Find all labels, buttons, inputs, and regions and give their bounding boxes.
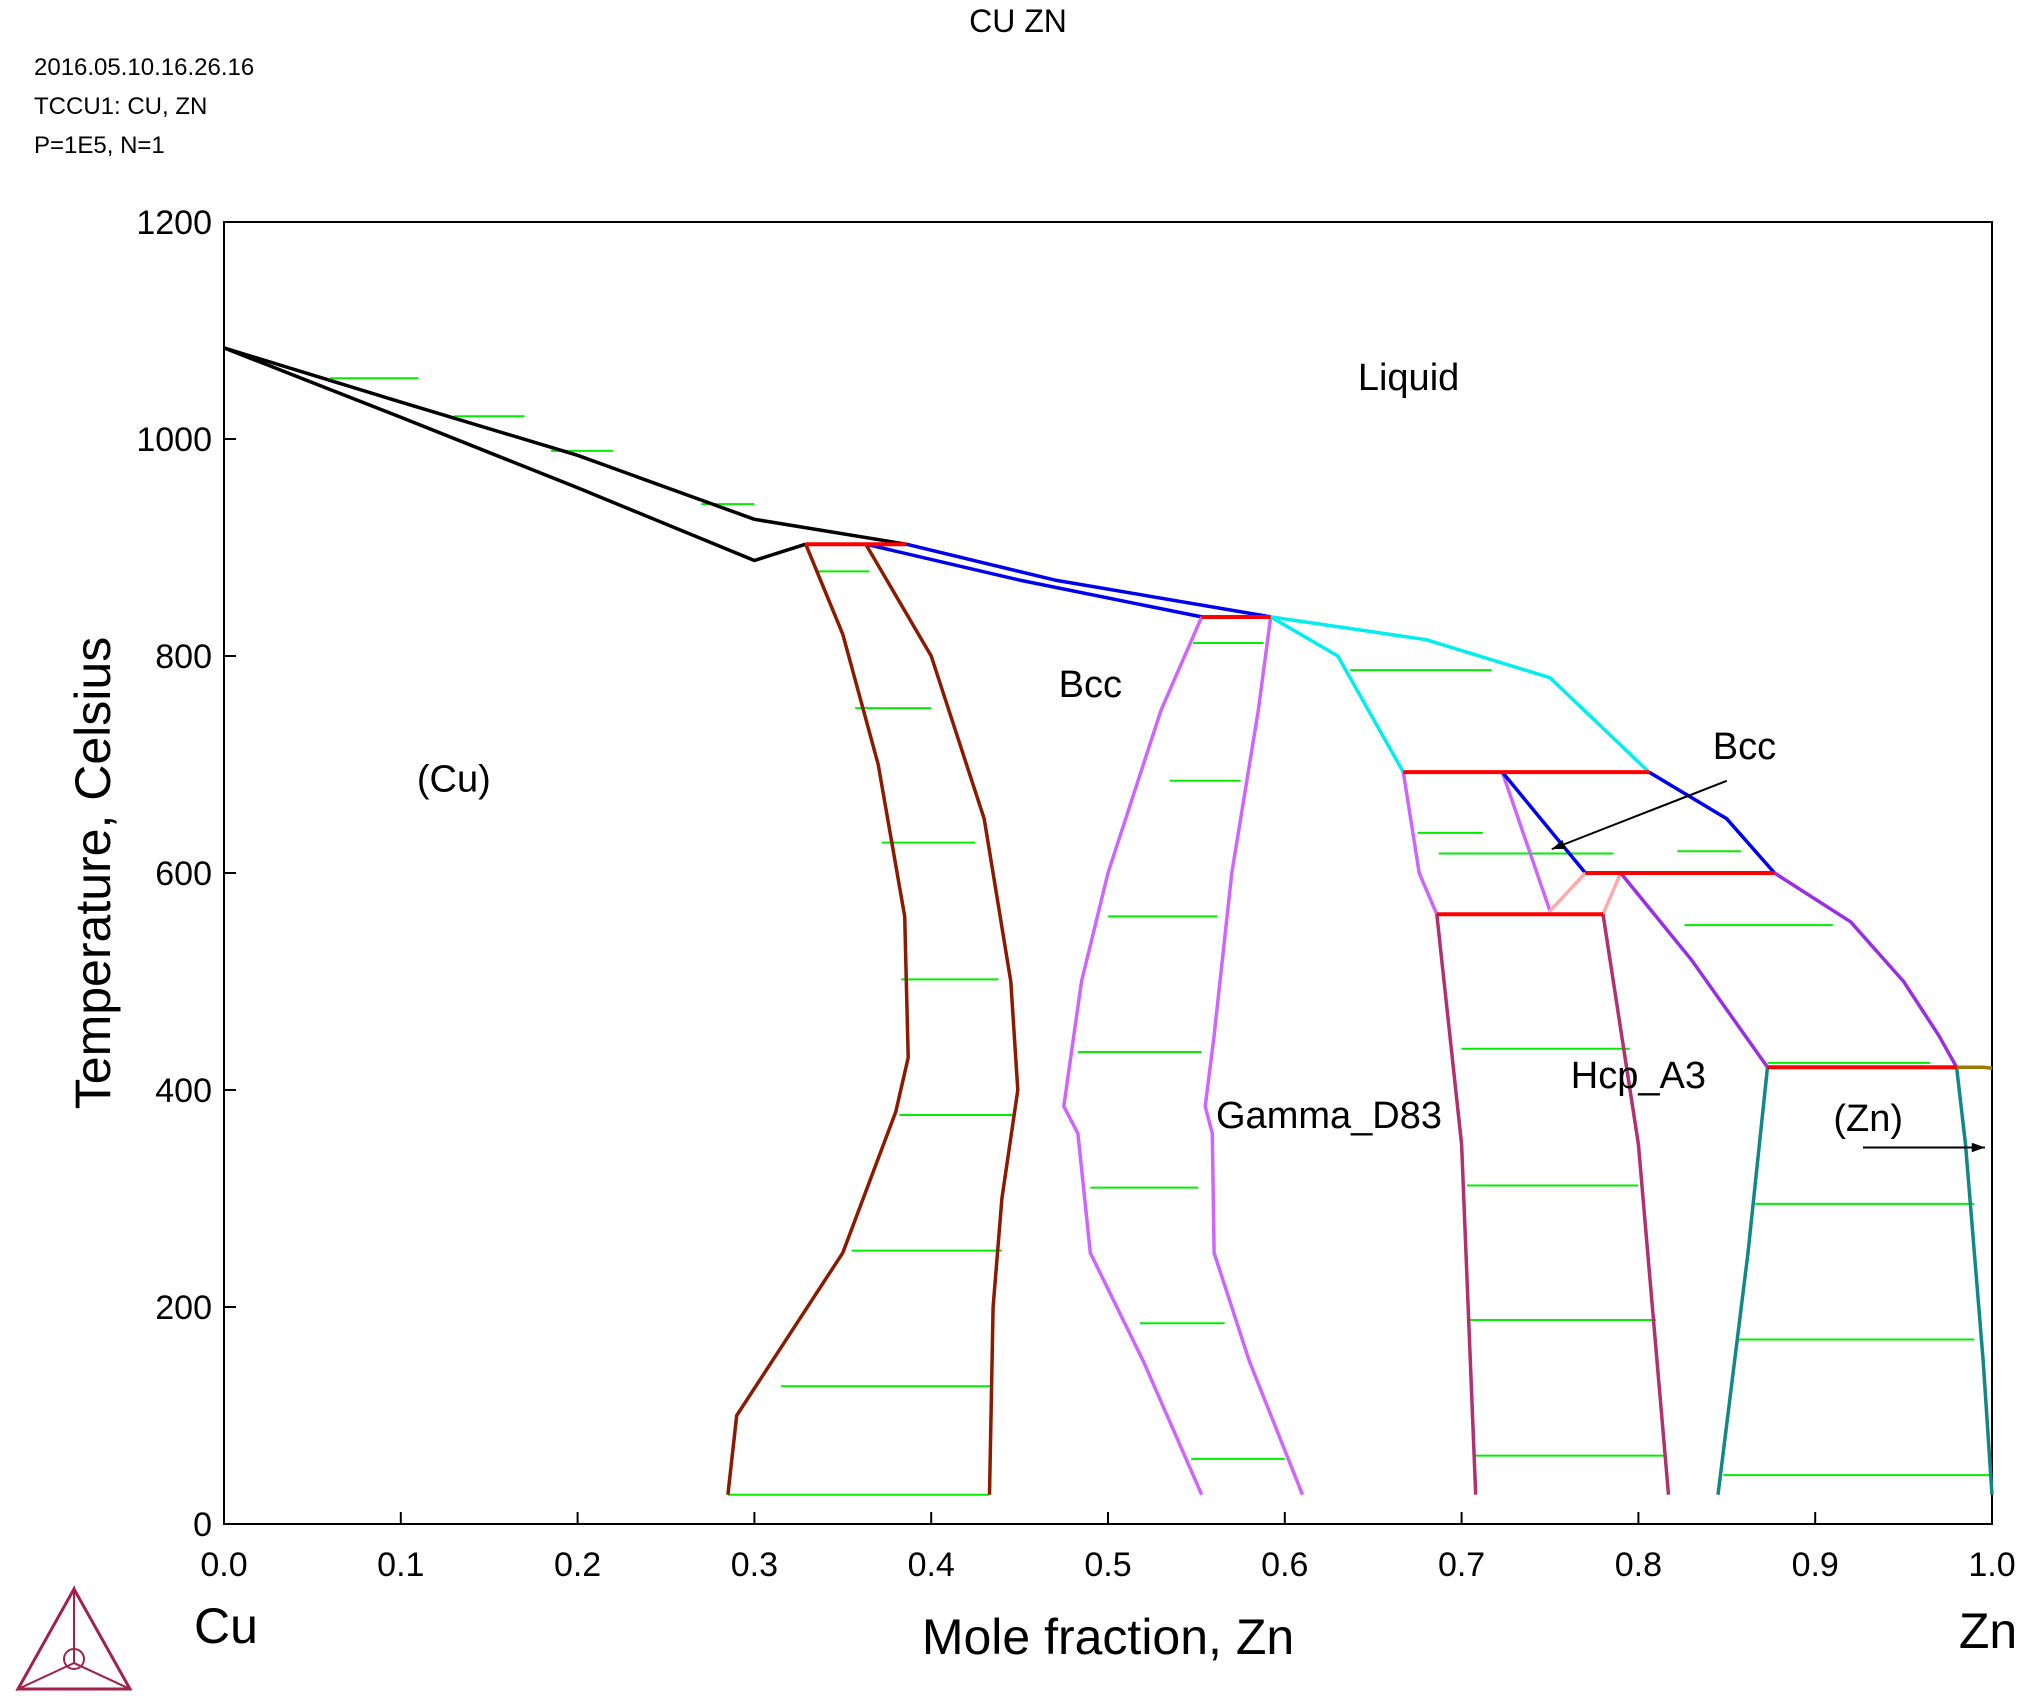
database-info: TCCU1: CU, ZN <box>34 93 207 120</box>
y-tick-label: 600 <box>155 855 212 893</box>
boundary-bcc-liquidus <box>905 542 1271 619</box>
chart-title: CU ZN <box>969 3 1067 39</box>
phase-label: Bcc <box>1059 664 1122 706</box>
x-tick-label: 0.9 <box>1792 1546 1839 1584</box>
boundary-eps-left <box>1435 914 1478 1495</box>
x-tick-label: 0.8 <box>1615 1546 1662 1584</box>
y-tick-label: 0 <box>193 1506 212 1544</box>
x-tick-label: 0.7 <box>1438 1546 1485 1584</box>
phase-label: Gamma_D83 <box>1216 1095 1442 1137</box>
boundary-bcc-gamma-left <box>1062 616 1204 1496</box>
boundary-delta-bcc-right <box>1500 770 1587 875</box>
boundary-zn-solvus <box>1716 1067 1770 1495</box>
x-tick-label: 0.1 <box>377 1546 424 1584</box>
conditions-info: P=1E5, N=1 <box>34 132 165 159</box>
y-tick-label: 1200 <box>136 204 212 242</box>
y-axis-ticks: 0 200 400 600 800 1000 1200 <box>136 204 236 1544</box>
annotation-arrows <box>1551 779 1985 1153</box>
boundary-solidus-cu <box>223 346 807 563</box>
boundary-delta-pink-left <box>1548 871 1587 913</box>
boundary-liquidus-zn-side-2 <box>1270 615 1651 774</box>
boundary-liquidus-zn-side <box>1269 615 1405 773</box>
boundary-eps-right <box>1601 913 1671 1495</box>
boundary-cu-solvus-bcc <box>864 543 1020 1495</box>
phase-boundaries <box>223 346 1994 1496</box>
arrow-line <box>1551 779 1728 851</box>
phase-labels: Liquid Bcc (Cu) Bcc Gamma_D83 Hcp_A3 (Zn) <box>417 357 1903 1140</box>
x-tick-label: 0.0 <box>200 1546 247 1584</box>
x-tick-label: 0.3 <box>731 1546 778 1584</box>
phase-label: Hcp_A3 <box>1571 1055 1706 1097</box>
boundary-hcp-liquidus <box>1773 871 1959 1069</box>
boundary-zn-solvus-right <box>1954 1066 1994 1495</box>
boundary-cu-solvus-fcc <box>726 543 910 1495</box>
x-left-end-label: Cu <box>194 1598 258 1654</box>
boundary-delta-pink-right <box>1601 872 1623 915</box>
boundary-delta-upper <box>1648 770 1776 875</box>
timestamp: 2016.05.10.16.26.16 <box>34 54 254 81</box>
x-right-end-label: Zn <box>1959 1603 2017 1659</box>
arrow-head-icon <box>1551 839 1566 850</box>
boundary-delta-bcc-inner <box>1500 771 1552 912</box>
y-tick-label: 1000 <box>136 421 212 459</box>
x-axis-label: Mole fraction, Zn <box>922 1609 1294 1665</box>
tie-lines <box>330 377 1991 1496</box>
x-tick-label: 0.6 <box>1261 1546 1308 1584</box>
boundary-bcc-solidus <box>865 542 1203 619</box>
x-tick-label: 0.4 <box>908 1546 955 1584</box>
invariant-lines <box>805 542 1957 1070</box>
x-tick-label: 0.5 <box>1084 1546 1131 1584</box>
phase-label: Liquid <box>1358 357 1459 399</box>
boundary-liquidus-cu <box>223 346 907 546</box>
y-tick-label: 800 <box>155 638 212 676</box>
y-tick-label: 200 <box>155 1289 212 1327</box>
phase-label: (Zn) <box>1833 1098 1903 1140</box>
boundary-zn-liquidus <box>1956 1065 1993 1071</box>
x-axis-ticks: 0.0 0.1 0.2 0.3 0.4 0.5 0.6 0.7 0.8 0.9 1.0 <box>200 1512 2016 1584</box>
phase-label: (Cu) <box>417 759 491 801</box>
phase-label: Bcc <box>1713 726 1776 768</box>
y-axis-label: Temperature, Celsius <box>65 637 121 1109</box>
thermo-calc-logo <box>15 1585 133 1692</box>
arrow-head-icon <box>1971 1142 1985 1153</box>
x-tick-label: 0.2 <box>554 1546 601 1584</box>
x-tick-label: 1.0 <box>1968 1546 2015 1584</box>
boundary-gamma-right <box>1203 616 1305 1496</box>
y-tick-label: 400 <box>155 1072 212 1110</box>
boundary-hcp-solidus <box>1619 871 1769 1069</box>
boundary-delta-bcc-left <box>1401 771 1439 915</box>
